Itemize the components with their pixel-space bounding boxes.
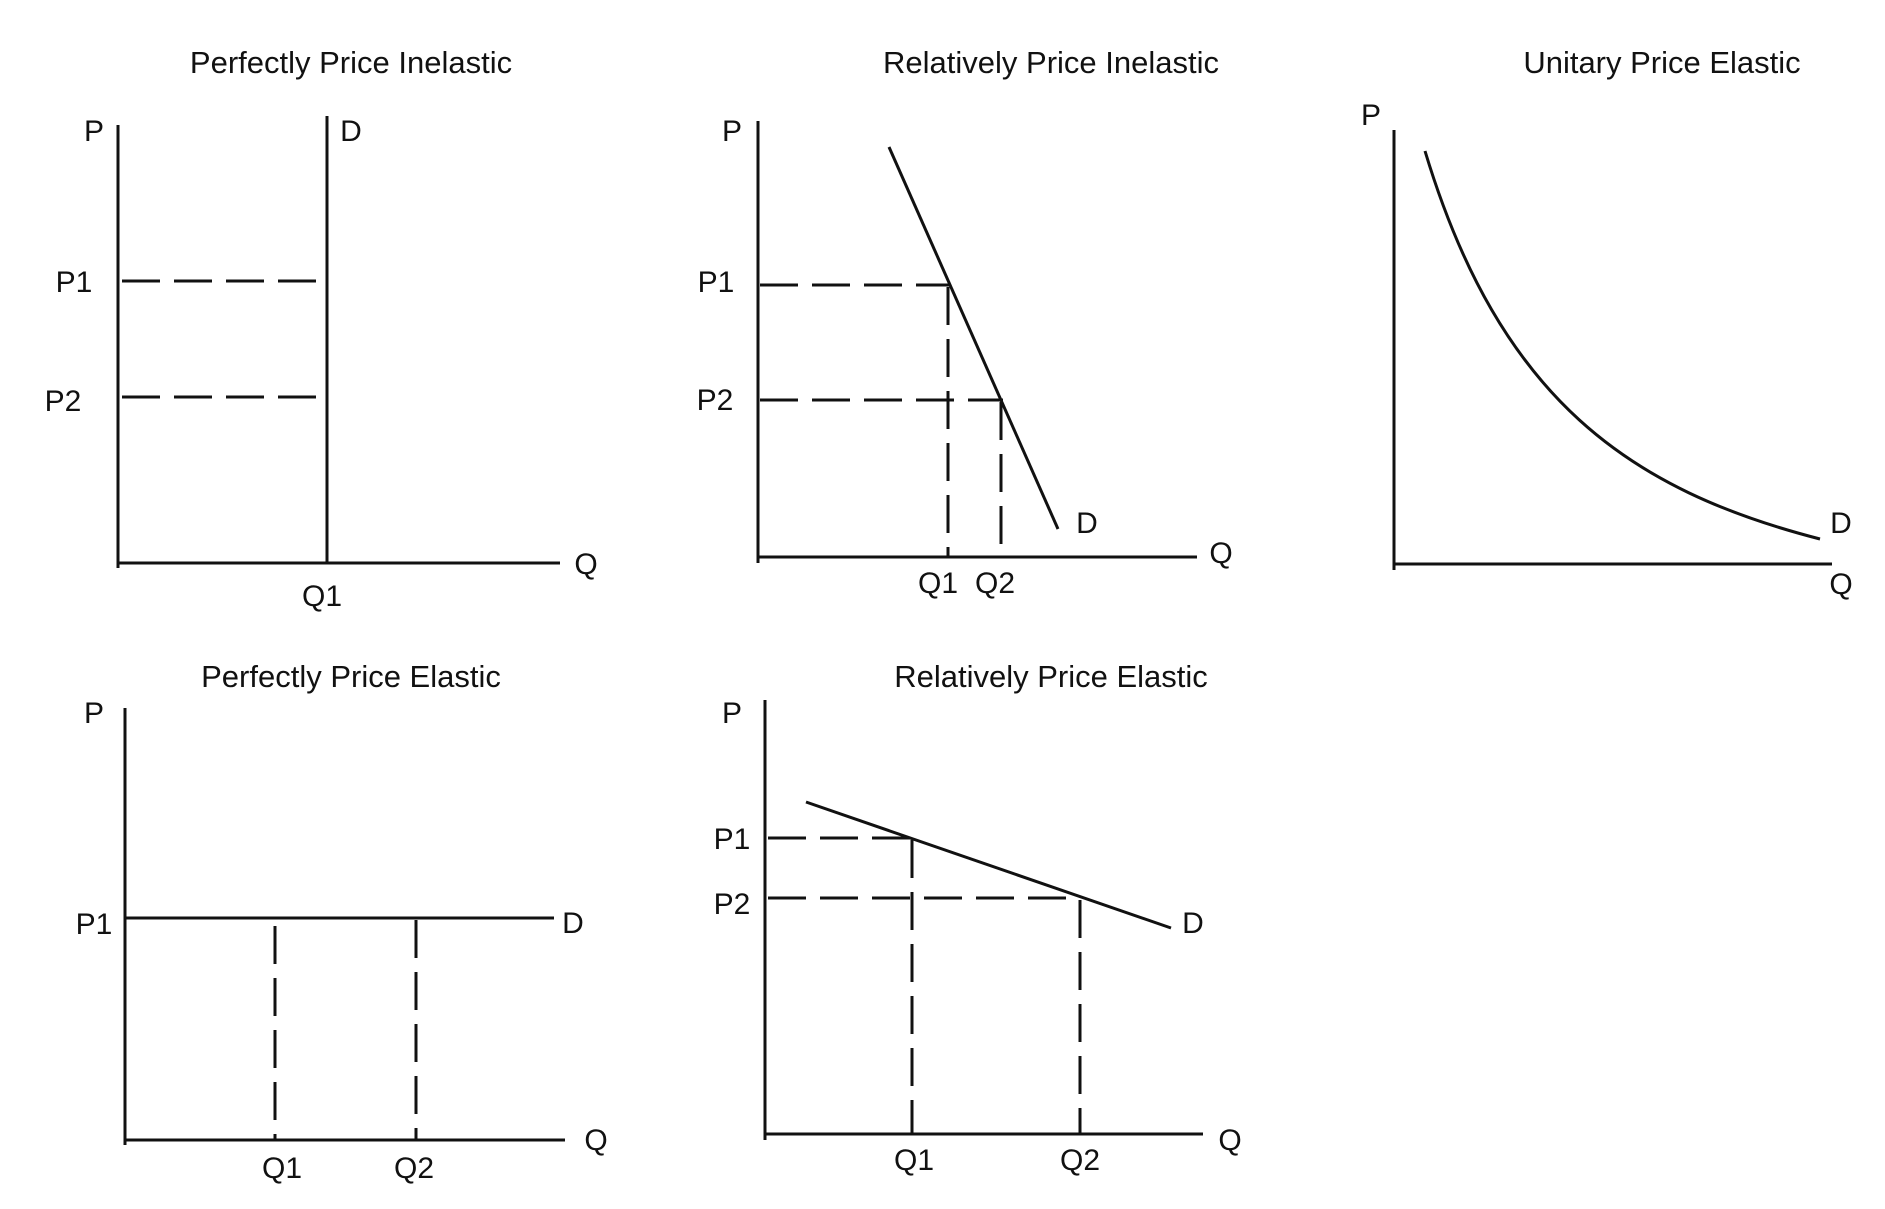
q1-label: Q1 <box>262 1152 302 1185</box>
price-axis-label: P <box>84 115 104 148</box>
p1-label: P1 <box>56 266 93 299</box>
quantity-axis-label: Q <box>1209 537 1232 570</box>
price-axis-label: P <box>84 697 104 730</box>
panel-title: Relatively Price Inelastic <box>883 45 1219 80</box>
demand-curve <box>805 800 1172 930</box>
panel-unitary-elastic: Unitary Price Elastic P Q D <box>1361 45 1853 601</box>
price-axis-label: P <box>722 697 742 730</box>
q2-label: Q2 <box>1060 1144 1100 1177</box>
demand-curve-label: D <box>1830 507 1852 540</box>
panel-perfectly-elastic: Perfectly Price Elastic P Q D P1 Q1 Q2 <box>76 659 608 1185</box>
p1-label: P1 <box>714 823 751 856</box>
panel-title: Perfectly Price Inelastic <box>190 45 512 80</box>
quantity-axis-label: Q <box>574 548 597 581</box>
quantity-axis-label: Q <box>584 1124 607 1157</box>
panel-perfectly-inelastic: Perfectly Price Inelastic P Q D P1 P2 Q1 <box>45 45 598 613</box>
demand-curve <box>1423 150 1821 541</box>
q1-label: Q1 <box>894 1144 934 1177</box>
panel-title: Relatively Price Elastic <box>894 659 1208 694</box>
panel-title: Perfectly Price Elastic <box>201 659 501 694</box>
price-axis-label: P <box>722 115 742 148</box>
p1-label: P1 <box>698 266 735 299</box>
quantity-axis-label: Q <box>1829 568 1852 601</box>
p2-label: P2 <box>45 385 82 418</box>
price-axis-label: P <box>1361 99 1381 132</box>
q2-label: Q2 <box>394 1152 434 1185</box>
quantity-axis-label: Q <box>1218 1124 1241 1157</box>
p2-label: P2 <box>697 384 734 417</box>
panel-title: Unitary Price Elastic <box>1523 45 1800 80</box>
panel-relatively-inelastic: Relatively Price Inelastic P Q D P1 P2 Q… <box>697 45 1233 600</box>
demand-curve-label: D <box>1076 507 1098 540</box>
demand-curve-label: D <box>340 115 362 148</box>
panel-relatively-elastic: Relatively Price Elastic P Q D P1 P2 Q1 … <box>714 659 1242 1177</box>
demand-curve-label: D <box>1182 907 1204 940</box>
q1-label: Q1 <box>302 580 342 613</box>
p2-label: P2 <box>714 888 751 921</box>
demand-curve-label: D <box>562 907 584 940</box>
demand-curve <box>887 146 1060 530</box>
q2-label: Q2 <box>975 567 1015 600</box>
p1-label: P1 <box>76 908 113 941</box>
q1-label: Q1 <box>918 567 958 600</box>
